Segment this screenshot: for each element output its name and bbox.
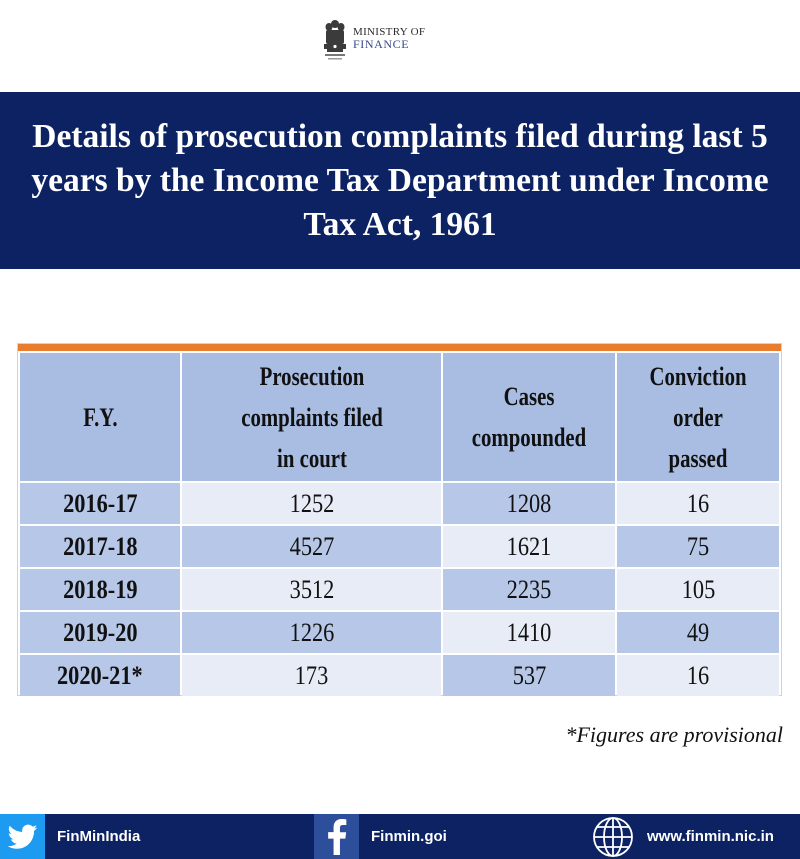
footer-twitter[interactable]: FinMinIndia: [0, 814, 140, 859]
table-cell-compounded: 1208: [443, 483, 615, 524]
table-row-fy: 2020-21*: [20, 655, 180, 696]
table-cell-conviction: 16: [617, 655, 779, 696]
globe-icon: [590, 814, 635, 859]
prosecution-table: F.Y. Prosecution complaints filed in cou…: [17, 343, 782, 696]
footer-website[interactable]: www.finmin.nic.in: [590, 814, 774, 859]
provisional-note: *Figures are provisional: [565, 722, 783, 747]
national-emblem-icon: [324, 20, 346, 60]
column-header-fy: F.Y.: [20, 353, 180, 481]
table-cell-complaints: 3512: [182, 569, 441, 610]
website-url: www.finmin.nic.in: [647, 828, 774, 845]
column-header-complaints: Prosecution complaints filed in court: [182, 353, 441, 481]
footer-facebook[interactable]: Finmin.goi: [314, 814, 447, 859]
table-row-fy: 2019-20: [20, 612, 180, 653]
table-cell-complaints: 1226: [182, 612, 441, 653]
twitter-handle: FinMinIndia: [57, 828, 141, 845]
table-row-fy: 2017-18: [20, 526, 180, 567]
logo-line-ministry: MINISTRY OF: [353, 26, 426, 38]
table-cell-compounded: 2235: [443, 569, 615, 610]
twitter-icon: [0, 814, 45, 859]
table-grid: F.Y. Prosecution complaints filed in cou…: [20, 353, 779, 696]
table-cell-conviction: 49: [617, 612, 779, 653]
table-cell-complaints: 173: [182, 655, 441, 696]
table-cell-compounded: 1410: [443, 612, 615, 653]
table-cell-conviction: 16: [617, 483, 779, 524]
table-cell-conviction: 75: [617, 526, 779, 567]
footer-bar: FinMinIndia Finmin.goi www.finmin.nic: [0, 814, 800, 859]
table-cell-conviction: 105: [617, 569, 779, 610]
title-banner: Details of prosecution complaints filed …: [0, 92, 800, 269]
accent-bar: [18, 344, 781, 351]
table-row-fy: 2016-17: [20, 483, 180, 524]
page-title: Details of prosecution complaints filed …: [31, 117, 769, 243]
logo-text: MINISTRY OF FINANCE: [353, 26, 425, 50]
ministry-logo: MINISTRY OF FINANCE: [322, 18, 482, 64]
table-row-fy: 2018-19: [20, 569, 180, 610]
column-header-conviction: Conviction order passed: [617, 353, 779, 481]
facebook-handle: Finmin.goi: [371, 828, 447, 845]
facebook-icon: [314, 814, 359, 859]
table-cell-compounded: 537: [443, 655, 615, 696]
table-cell-compounded: 1621: [443, 526, 615, 567]
logo-line-finance: FINANCE: [353, 37, 410, 51]
table-cell-complaints: 1252: [182, 483, 441, 524]
table-cell-complaints: 4527: [182, 526, 441, 567]
column-header-compounded: Cases compounded: [443, 353, 615, 481]
